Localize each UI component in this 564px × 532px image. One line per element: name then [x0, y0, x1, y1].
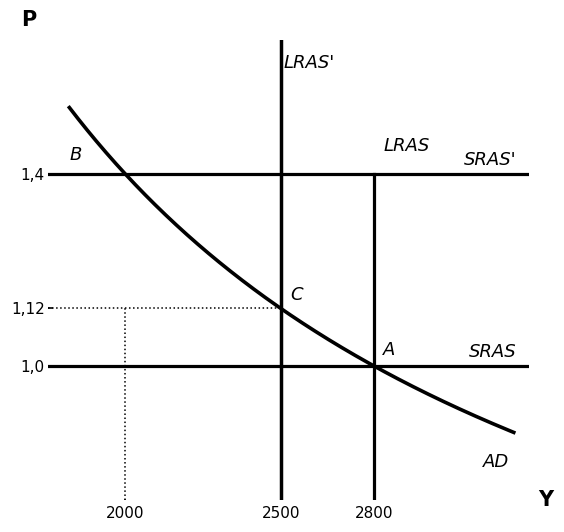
Text: LRAS': LRAS': [284, 54, 335, 72]
Text: AD: AD: [483, 453, 509, 471]
Text: SRAS': SRAS': [464, 151, 517, 169]
Text: LRAS: LRAS: [384, 137, 430, 155]
Text: A: A: [384, 341, 395, 359]
Text: P: P: [21, 10, 37, 30]
Text: B: B: [69, 146, 82, 164]
Text: Y: Y: [539, 491, 554, 510]
Text: C: C: [290, 286, 303, 304]
Text: SRAS: SRAS: [469, 343, 517, 361]
